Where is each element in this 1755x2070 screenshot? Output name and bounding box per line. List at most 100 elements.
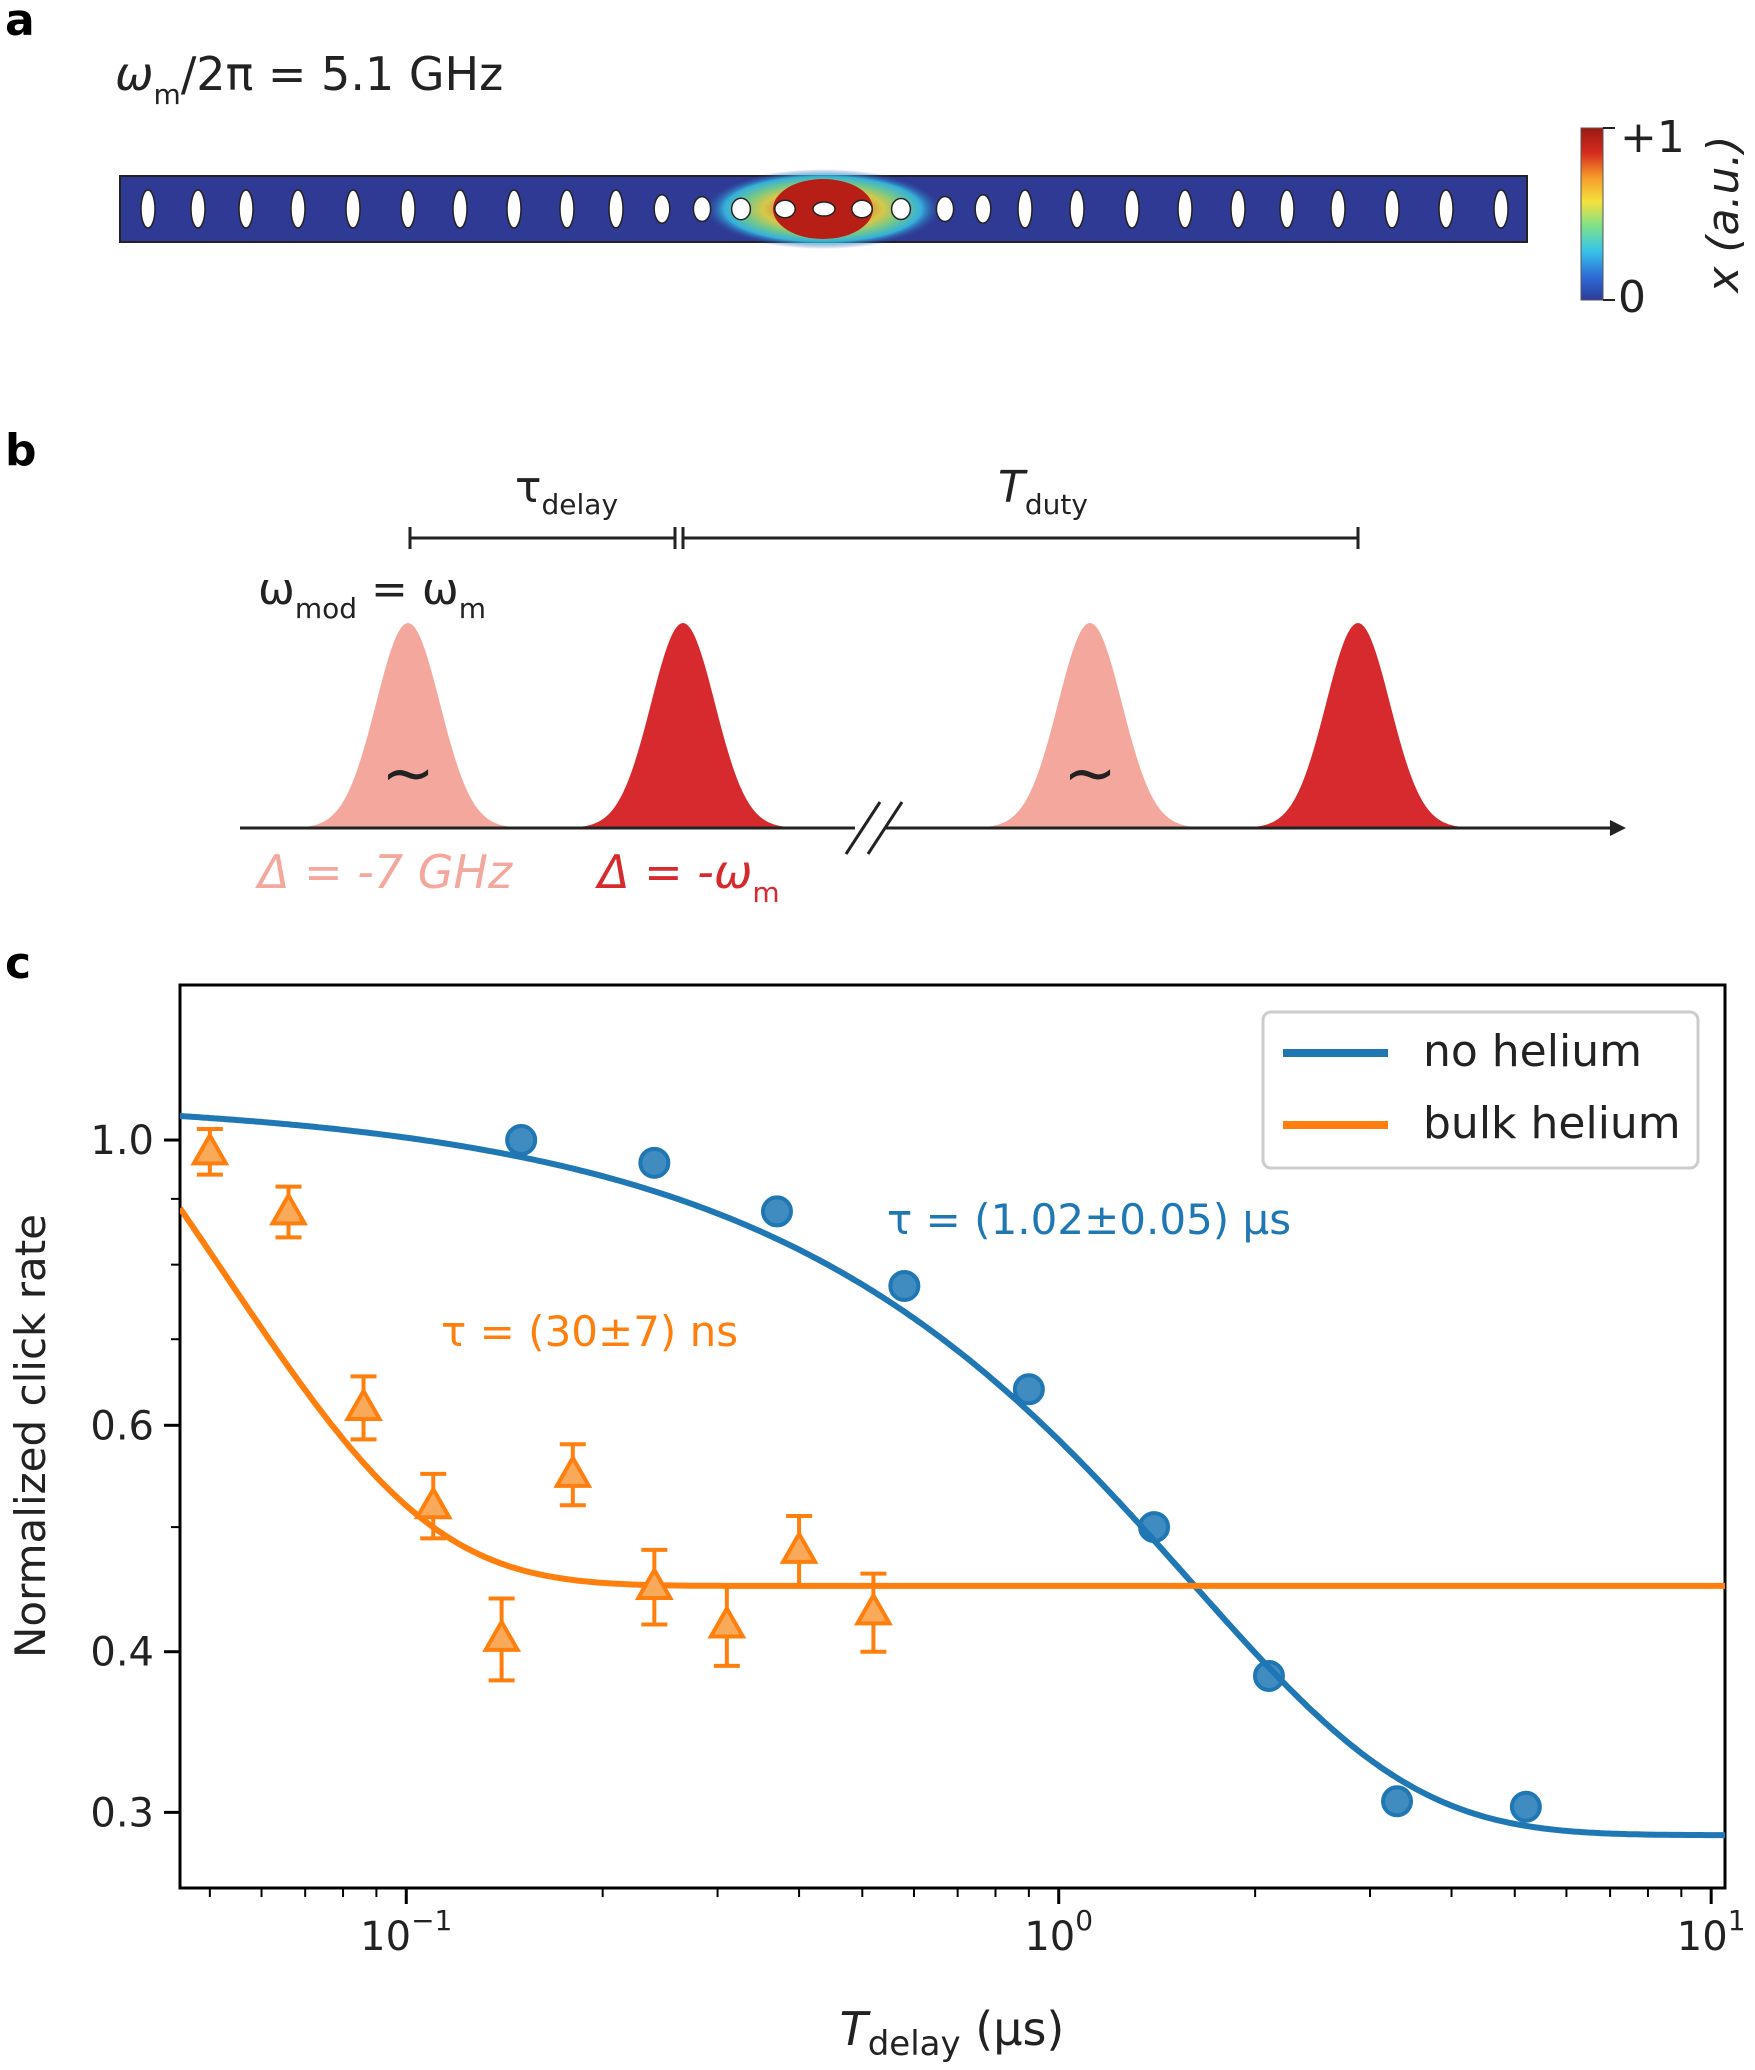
- t-duty-label: Tduty: [998, 462, 1088, 521]
- data-point-no-helium: [505, 1124, 538, 1157]
- beam-hole: [400, 189, 416, 229]
- beam-hole: [851, 199, 873, 219]
- beam-hole: [345, 189, 361, 229]
- time-axis: [240, 801, 1626, 855]
- data-point-bulk-helium: [853, 1591, 893, 1626]
- beam-hole: [935, 195, 955, 223]
- data-point-bulk-helium: [190, 1131, 230, 1166]
- freq-sub: m: [154, 78, 181, 111]
- tau-delay-bracket: [408, 527, 677, 549]
- pulse-readout-1: [555, 623, 811, 828]
- detuning2-main: Δ = -ω: [595, 845, 752, 899]
- beam-hole: [1069, 189, 1085, 229]
- beam-hole: [1493, 189, 1509, 229]
- tduty-sub: duty: [1025, 488, 1088, 521]
- x-tick-label: 100: [1024, 1904, 1093, 1960]
- panel-c: c 10−1 100 101 0.3 0.4 0.6 1.0 Normalized clic…: [5, 938, 1746, 2064]
- colorbar-max-label: +1: [1620, 112, 1685, 163]
- beam-hole: [608, 189, 624, 229]
- pulse-modulated-1: [280, 623, 536, 828]
- x-tick-label: 10−1: [360, 1904, 452, 1960]
- tau-symbol: τ: [515, 462, 542, 513]
- freq-rest: /2π = 5.1 GHz: [181, 47, 503, 101]
- t-duty-bracket: [681, 527, 1360, 549]
- axis-break-gap: [855, 820, 885, 836]
- colorbar-axis-label: x (a.u.): [1698, 135, 1749, 294]
- freq-symbol: ω: [115, 47, 154, 101]
- xlabel-sub: delay: [868, 2024, 961, 2064]
- data-point-bulk-helium: [269, 1191, 308, 1226]
- pulse-modulated-2: [962, 623, 1218, 828]
- data-point-bulk-helium: [707, 1604, 747, 1639]
- beam-hole: [559, 189, 575, 229]
- data-point-bulk-helium: [344, 1386, 383, 1421]
- detuning-label-light: Δ = -7 GHz: [255, 845, 513, 899]
- mode-frequency: ωm/2π = 5.1 GHz: [115, 47, 503, 111]
- beam-hole: [774, 199, 796, 219]
- beam-hole: [1438, 189, 1454, 229]
- data-point-no-helium: [888, 1269, 921, 1302]
- panel-a: a ωm/2π = 5.1 GHz +1 0 x (a.u.): [5, 0, 1749, 323]
- xlabel-unit: (μs): [961, 2002, 1065, 2056]
- beam-hole: [812, 201, 836, 217]
- beam-hole: [506, 189, 522, 229]
- beam-holes: [140, 189, 1509, 229]
- wmod-eq: = ω: [357, 564, 459, 615]
- legend: no helium bulk helium: [1261, 1010, 1700, 1170]
- beam-hole: [1330, 189, 1346, 229]
- data-point-bulk-helium: [413, 1485, 453, 1520]
- plot-frame: [178, 983, 1727, 1890]
- beam-hole: [1279, 189, 1295, 229]
- panel-a-label: a: [5, 0, 35, 46]
- beam-hole: [890, 197, 912, 221]
- y-axis-label: Normalized click rate: [6, 1214, 55, 1658]
- axis-break-mark-2: [866, 801, 904, 855]
- wmod-eq-sub: m: [459, 592, 486, 625]
- axis-ticks: 10−1 100 101 0.3 0.4 0.6 1.0: [90, 1118, 1745, 1960]
- data-point-bulk-helium: [482, 1617, 522, 1652]
- y-tick-label: 0.6: [90, 1403, 154, 1449]
- tau-annotation-bulk-helium: τ = (30±7) ns: [441, 1307, 738, 1356]
- panel-b: b τdelay Tduty ωmod = ωm ~ ~ Δ = -7 GHz …: [5, 425, 1626, 909]
- data-point-no-helium: [1381, 1785, 1414, 1818]
- beam-hole: [1384, 189, 1400, 229]
- pulse-readout-2: [1230, 623, 1486, 828]
- panel-b-label: b: [5, 425, 37, 476]
- y-tick-label: 0.3: [90, 1790, 154, 1836]
- x-axis-label: Tdelay (μs): [840, 2002, 1065, 2064]
- data-point-bulk-helium: [779, 1529, 819, 1564]
- fit-curves: [180, 1113, 1725, 1839]
- panel-c-label: c: [5, 938, 31, 989]
- time-axis-arrowhead: [1610, 820, 1626, 836]
- beam-hole: [452, 189, 468, 229]
- detuning-label-dark: Δ = -ωm: [595, 845, 780, 909]
- data-point-no-helium: [1509, 1790, 1542, 1823]
- data-point-no-helium: [1138, 1511, 1171, 1544]
- wmod-symbol: ω: [258, 564, 295, 615]
- fit-curve-no-helium: [180, 1113, 1725, 1839]
- pulse-1-modulation-tilde: ~: [381, 737, 435, 811]
- beam-hole: [1177, 189, 1193, 229]
- beam-hole: [290, 189, 306, 229]
- beam-hole: [190, 189, 206, 229]
- colorbar: [1580, 127, 1604, 301]
- pulse-3-modulation-tilde: ~: [1063, 737, 1117, 811]
- beam-hole: [653, 194, 671, 224]
- beam-hole: [692, 195, 712, 223]
- beam-hole: [1230, 189, 1246, 229]
- data-point-bulk-helium: [634, 1565, 674, 1600]
- omega-mod-label: ωmod = ωm: [258, 564, 486, 625]
- x-tick-label: 101: [1677, 1904, 1746, 1960]
- beam-hole: [974, 194, 992, 224]
- data-point-no-helium: [638, 1146, 671, 1179]
- beam-hole: [1124, 189, 1140, 229]
- data-point-no-helium: [1012, 1373, 1045, 1406]
- y-tick-label: 1.0: [90, 1118, 154, 1164]
- tduty-symbol: T: [998, 462, 1028, 513]
- pulse-train: [280, 623, 1486, 828]
- beam-hole: [140, 189, 156, 229]
- wmod-sub: mod: [295, 592, 357, 625]
- beam-hole: [1017, 189, 1033, 229]
- tau-delay-label: τdelay: [515, 462, 618, 521]
